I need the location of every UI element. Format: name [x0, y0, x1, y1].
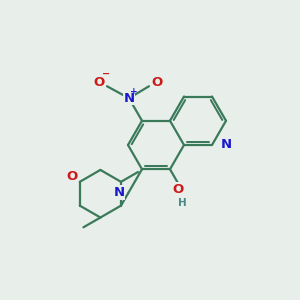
- Text: H: H: [178, 198, 186, 208]
- Text: N: N: [113, 186, 124, 199]
- Text: N: N: [220, 139, 232, 152]
- Text: O: O: [172, 183, 184, 196]
- Text: O: O: [152, 76, 163, 89]
- Text: +: +: [130, 87, 138, 96]
- Text: N: N: [123, 92, 135, 105]
- Text: −: −: [102, 69, 110, 79]
- Text: O: O: [66, 170, 77, 183]
- Text: O: O: [93, 76, 105, 89]
